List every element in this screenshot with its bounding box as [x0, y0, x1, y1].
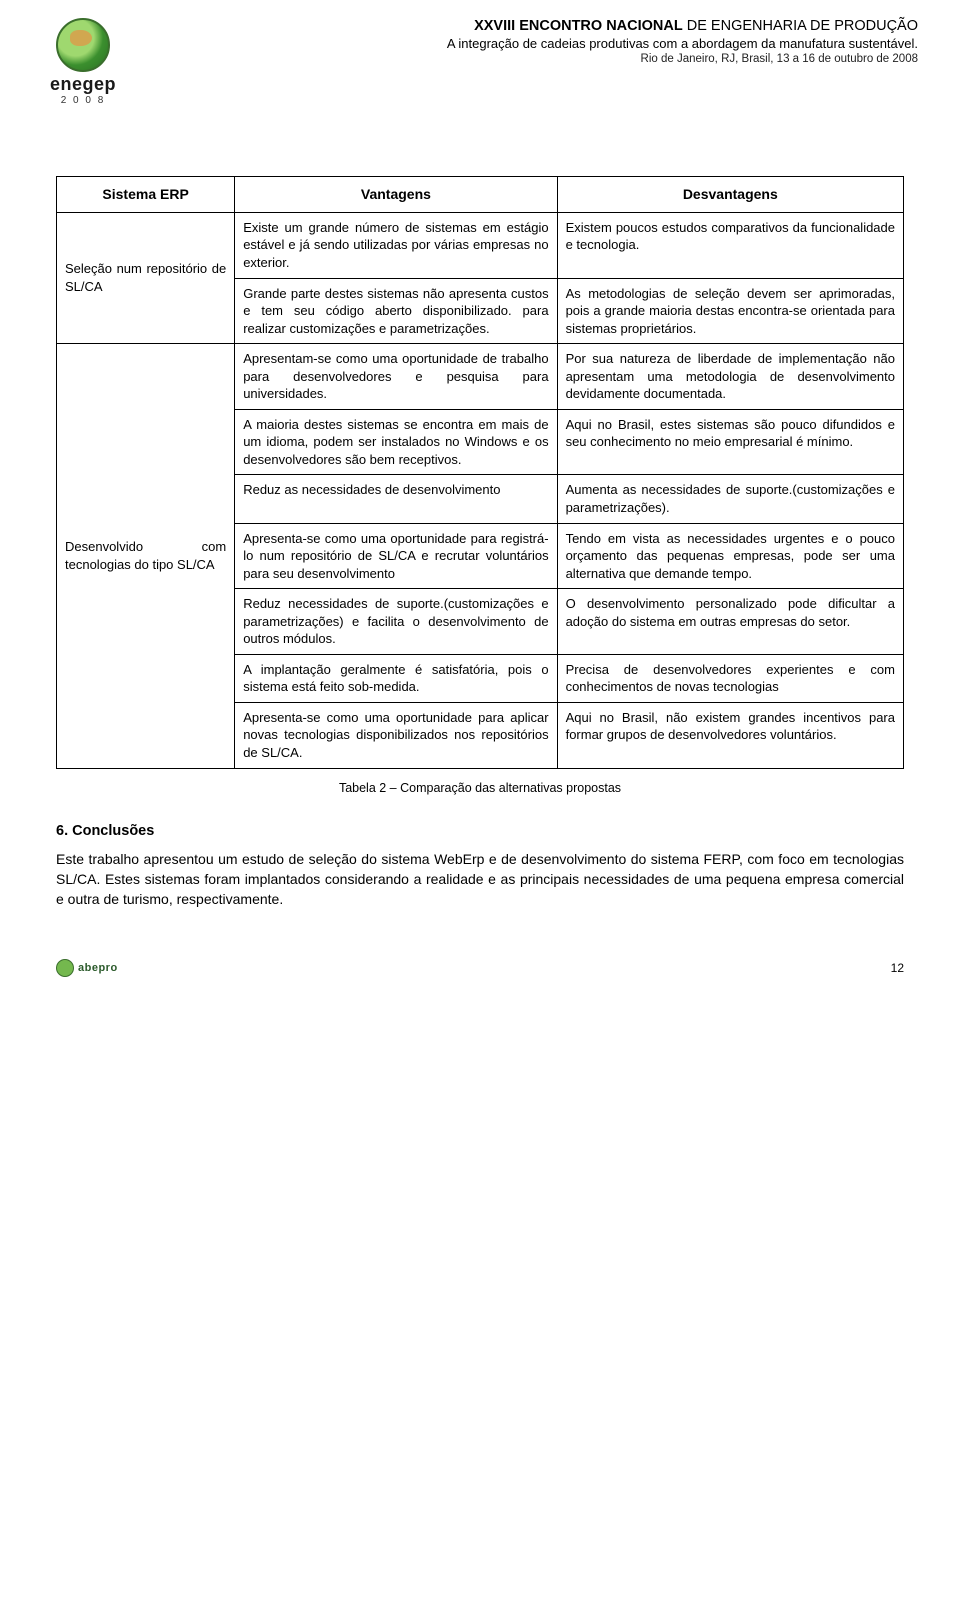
cell-vantagem: Apresenta-se como uma oportunidade para …	[235, 523, 557, 589]
header-line2: A integração de cadeias produtivas com a…	[138, 36, 918, 51]
cell-desvantagem: As metodologias de seleção devem ser apr…	[557, 278, 903, 344]
page-header: enegep 2 0 0 8 XXVIII ENCONTRO NACIONAL …	[0, 0, 960, 116]
cell-vantagem: Grande parte destes sistemas não apresen…	[235, 278, 557, 344]
page-footer: abepro 12	[0, 929, 960, 997]
table-header-row: Sistema ERP Vantagens Desvantagens	[57, 177, 904, 213]
page: enegep 2 0 0 8 XXVIII ENCONTRO NACIONAL …	[0, 0, 960, 997]
table-row: Desenvolvido com tecnologias do tipo SL/…	[57, 344, 904, 410]
section-title: 6. Conclusões	[56, 823, 904, 839]
globe-icon	[56, 959, 74, 977]
table-caption: Tabela 2 – Comparação das alternativas p…	[56, 781, 904, 795]
content-area: Sistema ERP Vantagens Desvantagens Seleç…	[0, 116, 960, 929]
col-header-2: Desvantagens	[557, 177, 903, 213]
cell-desvantagem: Aumenta as necessidades de suporte.(cust…	[557, 475, 903, 523]
cell-desvantagem: Aqui no Brasil, estes sistemas são pouco…	[557, 409, 903, 475]
cell-desvantagem: O desenvolvimento personalizado pode dif…	[557, 589, 903, 655]
col-header-0: Sistema ERP	[57, 177, 235, 213]
logo-text: enegep	[50, 74, 116, 95]
row-group-label-2: Desenvolvido com tecnologias do tipo SL/…	[57, 344, 235, 768]
col-header-1: Vantagens	[235, 177, 557, 213]
cell-vantagem: Existe um grande número de sistemas em e…	[235, 212, 557, 278]
footer-logo-text: abepro	[78, 962, 118, 974]
cell-desvantagem: Aqui no Brasil, não existem grandes ince…	[557, 702, 903, 768]
page-number: 12	[891, 961, 904, 975]
header-line1-rest: DE ENGENHARIA DE PRODUÇÃO	[683, 18, 918, 34]
row-group-label-1: Seleção num repositório de SL/CA	[57, 212, 235, 343]
comparison-table: Sistema ERP Vantagens Desvantagens Seleç…	[56, 176, 904, 769]
enegep-logo: enegep 2 0 0 8	[28, 18, 138, 106]
header-line3: Rio de Janeiro, RJ, Brasil, 13 a 16 de o…	[138, 53, 918, 65]
header-line1-bold: XXVIII ENCONTRO NACIONAL	[474, 18, 683, 34]
cell-vantagem: A maioria destes sistemas se encontra em…	[235, 409, 557, 475]
cell-vantagem: A implantação geralmente é satisfatória,…	[235, 654, 557, 702]
cell-desvantagem: Tendo em vista as necessidades urgentes …	[557, 523, 903, 589]
table-row: Seleção num repositório de SL/CA Existe …	[57, 212, 904, 278]
cell-vantagem: Reduz necessidades de suporte.(customiza…	[235, 589, 557, 655]
cell-desvantagem: Por sua natureza de liberdade de impleme…	[557, 344, 903, 410]
cell-vantagem: Apresentam-se como uma oportunidade de t…	[235, 344, 557, 410]
logo-year: 2 0 0 8	[61, 95, 106, 106]
cell-vantagem: Reduz as necessidades de desenvolvimento	[235, 475, 557, 523]
cell-desvantagem: Existem poucos estudos comparativos da f…	[557, 212, 903, 278]
body-paragraph: Este trabalho apresentou um estudo de se…	[56, 849, 904, 910]
cell-desvantagem: Precisa de desenvolvedores experientes e…	[557, 654, 903, 702]
header-line1: XXVIII ENCONTRO NACIONAL DE ENGENHARIA D…	[138, 18, 918, 34]
globe-icon	[56, 18, 110, 72]
header-titles: XXVIII ENCONTRO NACIONAL DE ENGENHARIA D…	[138, 18, 918, 65]
cell-vantagem: Apresenta-se como uma oportunidade para …	[235, 702, 557, 768]
abepro-logo: abepro	[56, 959, 118, 977]
